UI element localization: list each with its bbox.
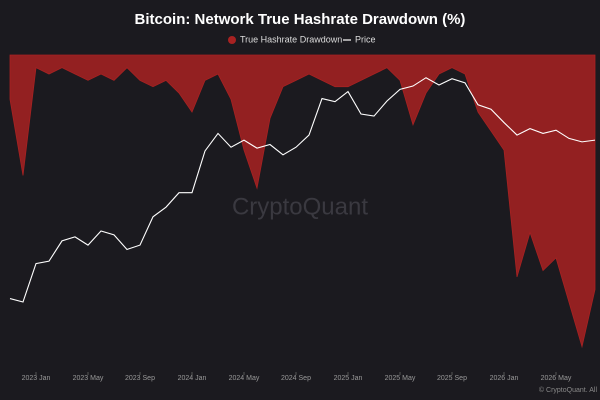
legend-label: True Hashrate Drawdown [240, 34, 342, 44]
x-tick-label: 2023 Jan [22, 375, 51, 382]
x-tick-label: 2026 May [541, 375, 572, 382]
x-tick-label: 2025 Sep [437, 375, 467, 382]
watermark: CryptoQuant [232, 193, 368, 220]
x-tick-label: 2024 May [229, 375, 260, 382]
x-tick-label: 2023 May [73, 375, 104, 382]
x-tick-label: 2024 Sep [281, 375, 311, 382]
price-line [9, 77, 596, 303]
x-tick-label: 2024 Jan [178, 375, 207, 382]
footer: © CryptoQuant. All [539, 386, 598, 394]
drawdown-area [9, 54, 596, 349]
chart-title: Bitcoin: Network True Hashrate Drawdown … [135, 11, 466, 28]
x-tick-label: 2023 Sep [125, 375, 155, 382]
legend-label: Price [355, 34, 376, 44]
x-tick-label: 2025 Jan [334, 375, 363, 382]
legend-marker [228, 36, 236, 44]
x-tick-label: 2025 May [385, 375, 416, 382]
x-tick-label: 2026 Jan [490, 375, 519, 382]
